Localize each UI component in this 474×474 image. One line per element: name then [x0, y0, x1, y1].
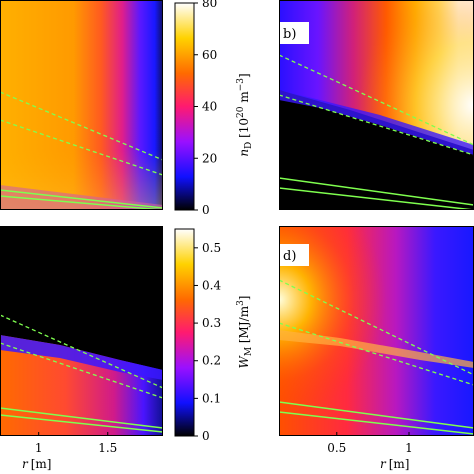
colorbar-nd-tick-label: 0 — [202, 203, 210, 217]
colorbar-nd-label: nD [1020 m−3] — [236, 73, 254, 156]
panel-c — [0, 226, 163, 436]
colorbar-wm-tick-label: 0.3 — [202, 316, 221, 330]
panel-a-dashed-line-2 — [0, 119, 163, 176]
panel-b-solid-line-2 — [279, 187, 474, 210]
panel-b-dashed-line-1 — [279, 54, 474, 146]
panel-d-xtick-label: 1 — [405, 441, 413, 455]
colorbar-wm-tick-label: 0.1 — [202, 391, 221, 405]
panel-c-dashed-line-1 — [0, 314, 163, 389]
colorbar-wm-gradient — [174, 228, 195, 437]
panel-d-dashed-line-2 — [279, 322, 474, 386]
colorbar-nd-tick-label: 20 — [202, 151, 217, 165]
panel-b-dashed-line-2 — [279, 94, 474, 156]
panel-d-xlabel: r [m] — [380, 457, 410, 471]
colorbar-nd: 0 20 40 60 80 nD [1020 m−3] — [174, 0, 254, 217]
panel-c-xtick-label: 1 — [35, 441, 43, 455]
panel-b: b) — [279, 0, 474, 210]
colorbar-nd-gradient — [174, 2, 195, 211]
colorbar-wm-tick-label: 0.4 — [202, 278, 221, 292]
panel-c-solid-line-2 — [0, 414, 163, 433]
panel-a-solid-line-2 — [0, 195, 163, 210]
panel-c-xlabel: r [m] — [22, 457, 52, 471]
colorbar-nd-tick-label: 80 — [202, 0, 217, 10]
panel-c-dashed-line-2 — [0, 342, 163, 399]
colorbar-wm: 0 0.1 0.2 0.3 0.4 0.5 WM [MJ/m3] — [174, 228, 254, 443]
colorbar-wm-tick-label: 0.5 — [202, 241, 221, 255]
panel-a-dashed-line-1 — [0, 91, 163, 161]
panel-d-dashed-line-1 — [279, 279, 474, 376]
panel-d-solid-line-2 — [279, 411, 474, 435]
colorbar-wm-label: WM [MJ/m3] — [236, 296, 254, 369]
panel-c-xtick-label: 1.5 — [98, 441, 117, 455]
panel-b-letter: b) — [283, 27, 296, 42]
panel-d: d) — [279, 226, 474, 436]
colorbar-wm-tick-label: 0.2 — [202, 354, 221, 368]
panel-d-xtick-label: 0.5 — [327, 441, 346, 455]
panel-d-letter: d) — [283, 249, 296, 264]
panel-a-solid-line-1 — [0, 189, 163, 209]
panel-d-solid-line-1 — [279, 401, 474, 429]
colorbar-wm-tick-label: 0 — [202, 429, 210, 443]
colorbar-nd-tick-label: 60 — [202, 48, 217, 62]
panel-a — [0, 0, 163, 210]
colorbar-nd-tick-label: 40 — [202, 100, 217, 114]
panel-b-solid-line-1 — [279, 177, 474, 206]
panel-c-solid-line-1 — [0, 407, 163, 429]
